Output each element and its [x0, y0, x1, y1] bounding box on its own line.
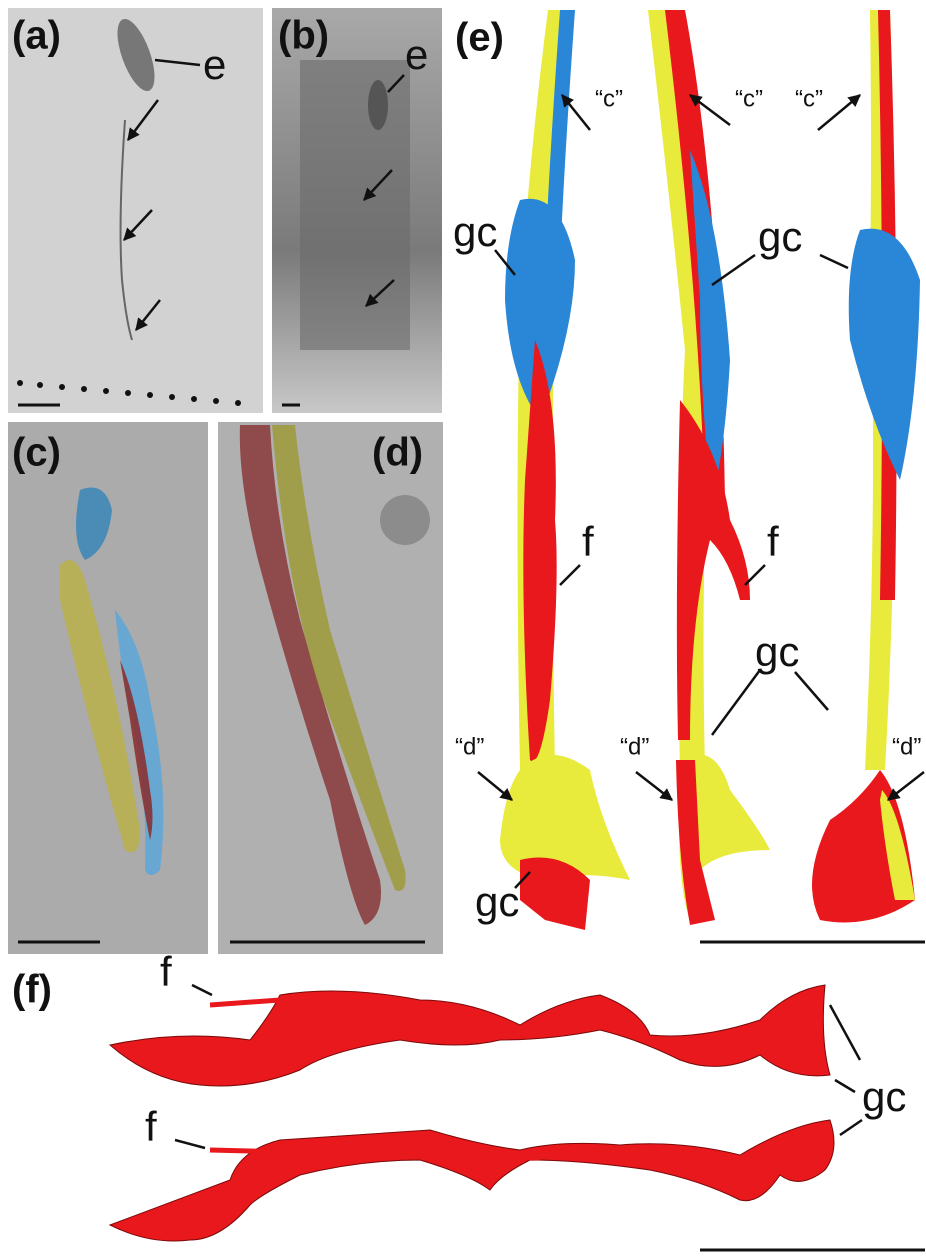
- callout: “c”: [595, 85, 623, 112]
- panel-c: (c): [8, 422, 208, 954]
- vesicle: [380, 495, 430, 545]
- callout: gc: [758, 213, 802, 260]
- callout: “d”: [892, 733, 921, 760]
- arrow: [478, 772, 512, 800]
- panel-e: (e) “c” “c” “c” gc gc f f “d” “d” “d” gc…: [453, 10, 925, 942]
- callout: gc: [755, 628, 799, 675]
- panel-b: (b) e: [272, 8, 442, 413]
- yellow-cell: [500, 755, 630, 880]
- blue-cell: [849, 229, 920, 480]
- callout: e: [203, 41, 226, 88]
- panel-label: (a): [12, 14, 61, 58]
- panel-label: (f): [12, 968, 52, 1012]
- callout: e: [405, 31, 428, 78]
- callout: f: [582, 518, 594, 565]
- callout: “d”: [620, 733, 649, 760]
- red-cell: [110, 1120, 834, 1241]
- red-cell: [110, 985, 830, 1086]
- callout: f: [145, 1103, 157, 1150]
- figure: (a) e (b) e (c) (d): [0, 0, 926, 1256]
- panel-f: (f) f f gc: [12, 948, 925, 1250]
- panel-label: (e): [455, 16, 504, 60]
- panel-label: (c): [12, 431, 61, 475]
- callout: f: [160, 948, 172, 995]
- callout: gc: [453, 208, 497, 255]
- callout: “d”: [455, 733, 484, 760]
- panel-label: (d): [372, 431, 423, 475]
- callout: “c”: [795, 85, 823, 112]
- filopodium: [210, 1000, 280, 1005]
- callout: gc: [475, 878, 519, 925]
- panel-label: (b): [278, 14, 329, 58]
- milled-region: [300, 60, 410, 350]
- arrow: [888, 772, 924, 800]
- electrode: [368, 80, 388, 130]
- arrow: [818, 95, 860, 130]
- arrow: [636, 772, 672, 800]
- callout: “c”: [735, 85, 763, 112]
- panel-d: (d): [218, 422, 443, 954]
- panel-a: (a) e: [8, 8, 263, 413]
- callout: gc: [862, 1073, 906, 1120]
- callout: f: [767, 518, 779, 565]
